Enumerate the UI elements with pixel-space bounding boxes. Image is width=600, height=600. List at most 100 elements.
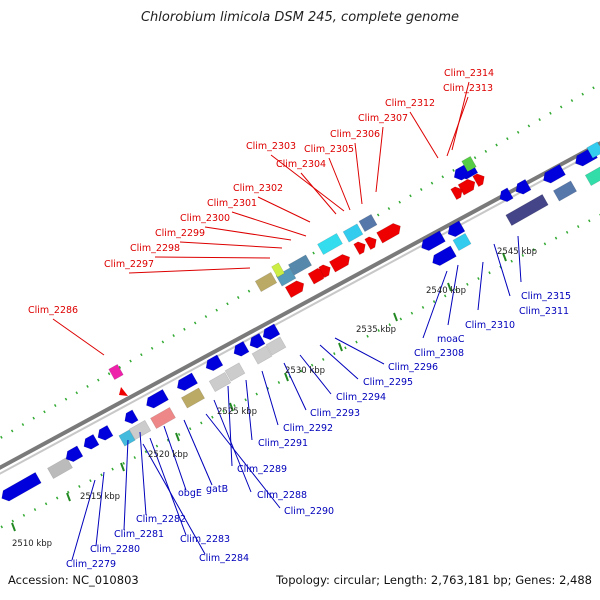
leader-line bbox=[231, 211, 307, 237]
gene-label-forward: Clim_2298 bbox=[130, 243, 180, 254]
leader-line bbox=[52, 318, 105, 356]
gene-feature bbox=[318, 264, 331, 279]
gene-feature bbox=[317, 232, 343, 256]
leader-line bbox=[163, 425, 187, 491]
scale-label: 2525 kbp bbox=[217, 407, 257, 417]
gene-feature bbox=[1, 472, 42, 502]
gene-feature bbox=[128, 419, 152, 441]
leader-line bbox=[446, 96, 469, 157]
gene-label-forward: Clim_2286 bbox=[28, 305, 78, 316]
gene-feature bbox=[515, 178, 532, 195]
gene-label-forward: Clim_2307 bbox=[358, 113, 408, 124]
gene-label-reverse: Clim_2311 bbox=[519, 306, 569, 317]
gene-feature bbox=[499, 187, 514, 203]
gene-label-forward: Clim_2313 bbox=[443, 83, 493, 94]
gene-label-reverse: Clim_2279 bbox=[66, 559, 116, 570]
gene-feature bbox=[47, 456, 73, 480]
gene-feature bbox=[262, 323, 281, 341]
leader-line bbox=[334, 337, 385, 365]
topology-text: Topology: circular; Length: 2,763,181 bp… bbox=[276, 573, 592, 587]
leader-line bbox=[328, 157, 351, 211]
leader-line bbox=[493, 243, 511, 297]
scale-label: 2520 kbp bbox=[148, 450, 188, 460]
gene-feature bbox=[97, 424, 114, 441]
scale-tick bbox=[447, 282, 452, 292]
gene-feature bbox=[254, 271, 278, 293]
leader-line bbox=[95, 471, 105, 547]
scale-tick bbox=[120, 462, 125, 472]
leader-line bbox=[477, 261, 484, 311]
gene-label-forward: Clim_2299 bbox=[155, 228, 205, 239]
gene-feature bbox=[376, 223, 401, 244]
scale-tick bbox=[338, 342, 343, 352]
scale-labels: 2510 kbp 2515 kbp 2520 kbp 2525 kbp 2530 kbp… bbox=[12, 247, 537, 549]
leader-line bbox=[257, 196, 311, 223]
gene-feature bbox=[452, 232, 472, 252]
gene-label-forward: Clim_2297 bbox=[104, 259, 154, 270]
scale-tick bbox=[229, 402, 234, 412]
scale-tick bbox=[66, 492, 71, 502]
gene-feature bbox=[457, 178, 476, 196]
gene-label-reverse: moaC bbox=[437, 334, 465, 345]
gene-feature bbox=[146, 388, 169, 409]
gene-feature bbox=[461, 155, 477, 173]
gene-label-reverse: Clim_2310 bbox=[465, 320, 515, 331]
genome-title: Chlorobium limicola DSM 245, complete ge… bbox=[140, 10, 460, 25]
leader-line bbox=[299, 354, 332, 395]
gene-label-reverse: Clim_2281 bbox=[114, 529, 164, 540]
leader-line bbox=[183, 419, 213, 486]
gene-feature bbox=[224, 362, 246, 382]
leader-line bbox=[451, 81, 470, 151]
gene-feature bbox=[353, 241, 366, 256]
scale-label: 2540 kbp bbox=[426, 286, 466, 296]
gene-label-reverse: gatB bbox=[206, 484, 228, 495]
scale-label: 2545 kbp bbox=[497, 247, 537, 257]
gene-feature bbox=[364, 236, 377, 251]
gene-feature bbox=[233, 340, 250, 357]
gene-label-reverse: Clim_2315 bbox=[521, 291, 571, 302]
gene-feature bbox=[284, 280, 305, 299]
gene-feature bbox=[176, 372, 199, 392]
leader-line bbox=[149, 437, 187, 536]
leader-line bbox=[422, 270, 448, 339]
gene-label-forward: Clim_2314 bbox=[444, 68, 494, 79]
gene-feature bbox=[150, 406, 176, 430]
gene-label-reverse: Clim_2280 bbox=[90, 544, 140, 555]
gene-feature bbox=[432, 245, 457, 266]
accession-text: Accession: NC_010803 bbox=[8, 573, 139, 587]
scale-tick bbox=[393, 312, 398, 322]
gene-label-forward: Clim_2302 bbox=[233, 183, 283, 194]
gene-label-reverse: Clim_2291 bbox=[258, 438, 308, 449]
gene-feature bbox=[584, 165, 600, 187]
gene-feature bbox=[124, 409, 139, 425]
leader-line bbox=[319, 344, 359, 380]
gene-label-reverse: Clim_2292 bbox=[283, 423, 333, 434]
leader-line bbox=[517, 235, 522, 283]
leader-line bbox=[375, 126, 384, 193]
gene-feature bbox=[342, 223, 364, 243]
leader-line bbox=[283, 362, 307, 411]
scale-label: 2510 kbp bbox=[12, 539, 52, 549]
scale-tick bbox=[11, 522, 16, 532]
gene-features bbox=[1, 141, 600, 502]
gene-label-forward: Clim_2312 bbox=[385, 98, 435, 109]
gene-feature bbox=[65, 445, 84, 463]
leader-line bbox=[245, 379, 253, 441]
label-leader-lines bbox=[52, 81, 522, 561]
leader-line bbox=[204, 226, 292, 241]
leader-line bbox=[205, 413, 281, 509]
gene-feature bbox=[249, 332, 266, 349]
gene-label-reverse: Clim_2295 bbox=[363, 377, 413, 388]
gene-feature bbox=[205, 354, 224, 372]
gene-label-reverse: Clim_2284 bbox=[199, 553, 249, 564]
gene-feature bbox=[265, 336, 287, 356]
gene-label-reverse: Clim_2293 bbox=[310, 408, 360, 419]
gene-marker bbox=[119, 387, 128, 396]
leader-line bbox=[354, 142, 363, 205]
gene-feature bbox=[447, 220, 466, 238]
gene-label-forward: Clim_2305 bbox=[304, 144, 354, 155]
scale-ticks bbox=[11, 252, 507, 532]
gene-feature bbox=[271, 262, 285, 278]
